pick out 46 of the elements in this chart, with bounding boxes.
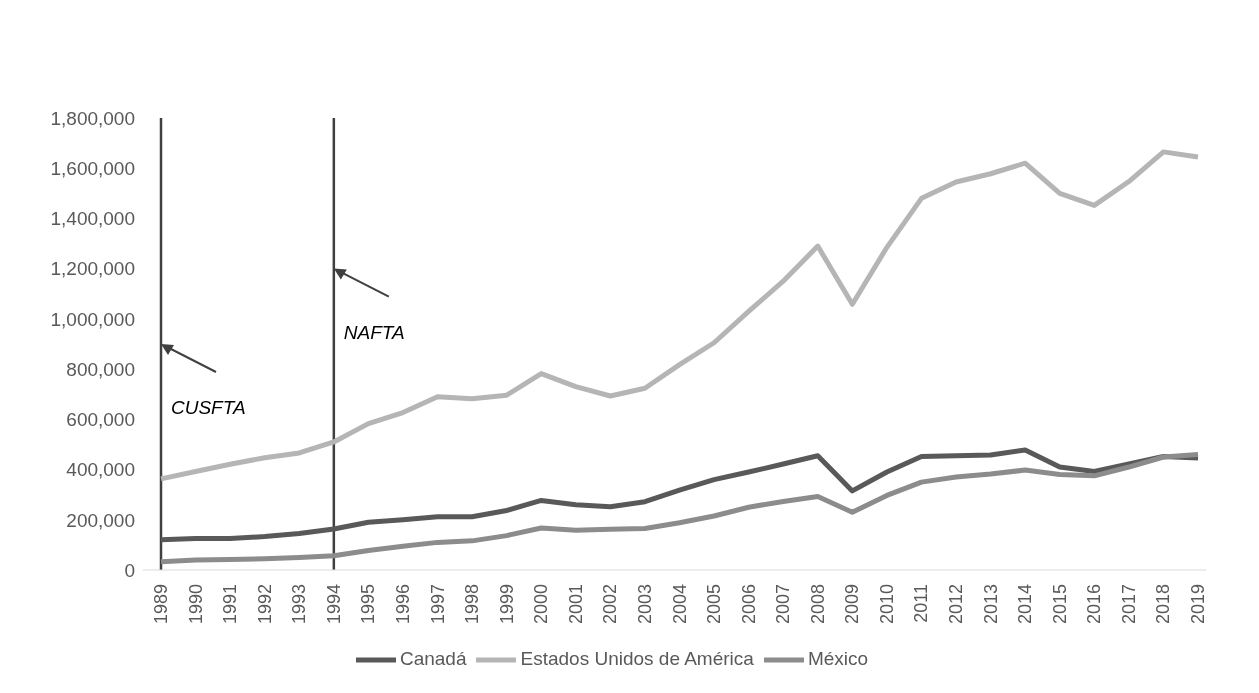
x-tick-label: 2001	[565, 584, 586, 625]
x-tick-label: 1996	[392, 584, 413, 625]
x-tick-label: 2003	[634, 584, 655, 625]
x-tick-label: 1993	[289, 584, 310, 625]
annotation: NAFTA	[343, 321, 405, 343]
legend-label: México	[807, 648, 869, 670]
x-tick-label: 2016	[1084, 584, 1105, 625]
x-tick-label: 1994	[323, 584, 344, 625]
x-tick-label: 2005	[704, 584, 725, 625]
legend-label: Estados Unidos de América	[520, 648, 754, 670]
legend-label: Canadá	[399, 648, 467, 670]
x-tick-label: 2006	[738, 584, 759, 625]
x-tick-label: 2019	[1188, 584, 1208, 625]
x-tick-label: 2014	[1015, 584, 1036, 625]
y-tick-label: 1,400,000	[50, 208, 135, 230]
x-tick-label: 2015	[1049, 584, 1070, 625]
y-tick-label: 1,200,000	[50, 258, 135, 280]
x-tick-label: 1990	[185, 584, 206, 625]
x-tick-label: 1991	[220, 584, 241, 625]
x-tick-label: 2004	[669, 584, 690, 625]
x-tick-label: 2010	[876, 584, 897, 625]
x-tick-label: 1989	[151, 584, 171, 625]
x-tick-label: 2017	[1118, 584, 1139, 625]
x-tick-label: 1998	[462, 584, 483, 625]
x-tick-label: 1999	[496, 584, 517, 625]
y-tick-label: 200,000	[66, 509, 135, 531]
x-tick-label: 2002	[600, 584, 621, 625]
y-tick-label: 600,000	[66, 409, 135, 431]
annotation: CUSFTA	[171, 397, 246, 418]
x-tick-label: 2009	[842, 584, 863, 625]
x-tick-label: 2007	[773, 584, 794, 625]
x-tick-label: 2013	[980, 584, 1001, 625]
y-tick-label: 1,000,000	[50, 308, 135, 330]
x-tick-label: 2018	[1153, 584, 1174, 625]
x-tick-label: 2008	[807, 584, 828, 625]
y-tick-label: 0	[124, 559, 135, 581]
x-tick-label: 1995	[358, 584, 379, 625]
y-tick-label: 400,000	[66, 459, 135, 481]
x-tick-label: 1992	[254, 584, 275, 625]
x-tick-label: 2000	[531, 584, 552, 625]
y-tick-label: 1,600,000	[50, 157, 135, 179]
x-tick-label: 2012	[946, 584, 967, 625]
y-tick-label: 800,000	[66, 358, 135, 380]
x-tick-label: 1997	[427, 584, 448, 625]
x-tick-label: 2011	[911, 584, 932, 623]
y-tick-label: 1,800,000	[50, 107, 135, 129]
